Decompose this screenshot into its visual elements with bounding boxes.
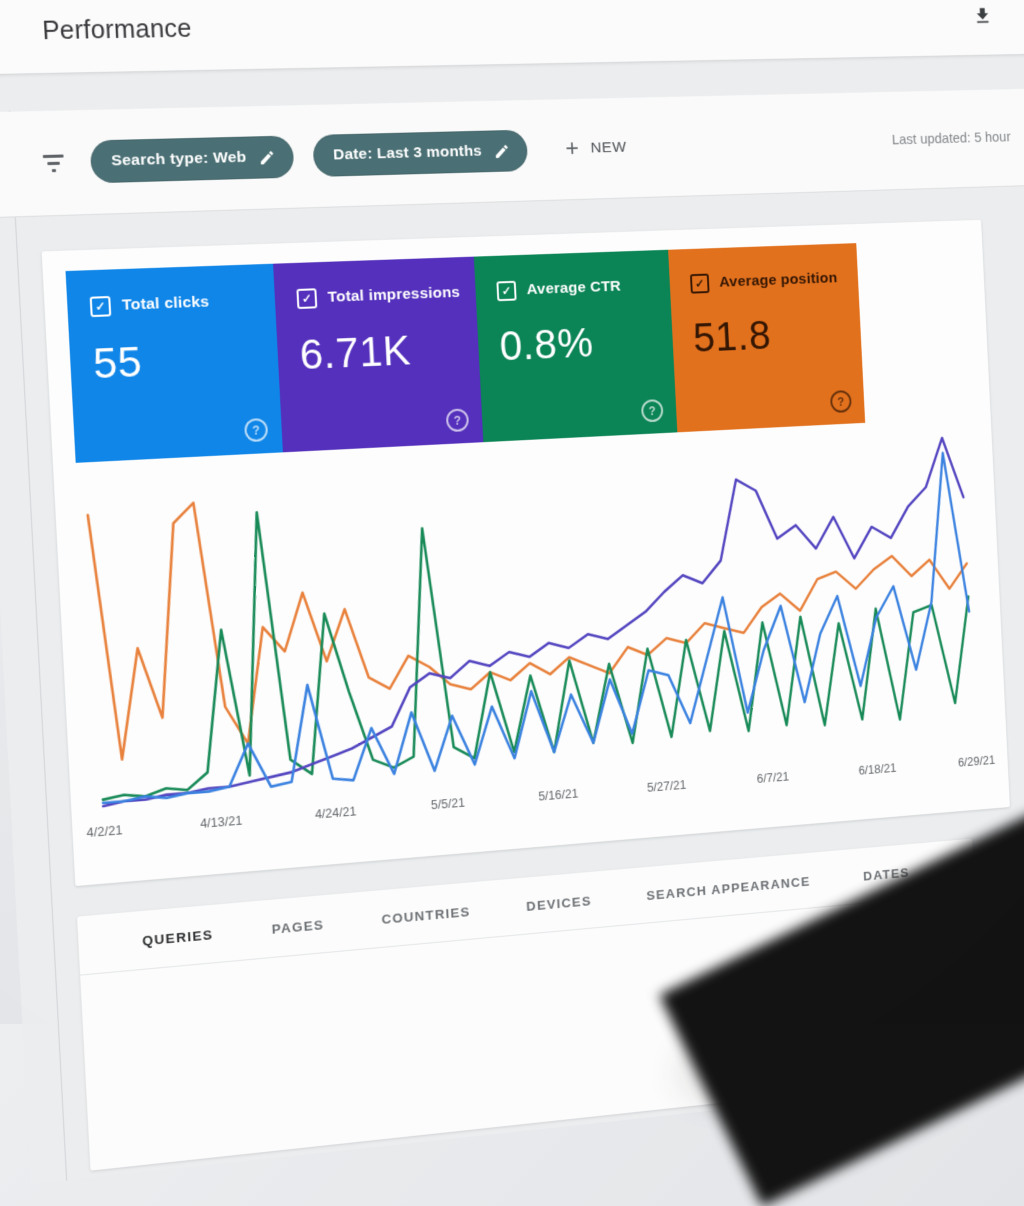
help-circle-icon[interactable]: [640, 399, 664, 423]
metric-card-total-impressions[interactable]: Total impressions 6.71K: [273, 256, 484, 453]
metric-card-total-clicks[interactable]: Total clicks 55: [65, 263, 283, 463]
funnel-icon[interactable]: [42, 153, 65, 172]
checked-checkbox-icon[interactable]: [689, 273, 710, 294]
tab-queries[interactable]: QUERIES: [141, 927, 214, 949]
x-tick-label: 4/13/21: [199, 813, 243, 831]
metric-card-value: 6.71K: [298, 326, 412, 379]
pencil-icon[interactable]: [493, 142, 510, 159]
series-line-clicks: [87, 452, 975, 803]
x-tick-label: 6/18/21: [858, 761, 897, 778]
metric-card-label: Average CTR: [526, 277, 622, 299]
tab-devices[interactable]: DEVICES: [525, 893, 592, 914]
metric-card-header: Total impressions: [296, 282, 476, 310]
new-filter-label: NEW: [590, 138, 628, 157]
metric-card-label: Total impressions: [327, 283, 461, 306]
date-range-chip-label: Date: Last 3 months: [332, 142, 483, 164]
filter-bar: Search type: Web Date: Last 3 months + N…: [0, 88, 1024, 219]
help-circle-icon[interactable]: [243, 417, 269, 443]
chart-canvas: [76, 431, 983, 819]
download-icon[interactable]: [967, 0, 999, 32]
x-tick-label: 5/27/21: [646, 778, 687, 795]
checked-checkbox-icon[interactable]: [89, 295, 112, 318]
metric-card-average-ctr[interactable]: Average CTR 0.8%: [473, 249, 678, 443]
metric-card-header: Average CTR: [496, 275, 670, 302]
page-title: Performance: [41, 13, 193, 45]
help-circle-icon[interactable]: [829, 389, 852, 414]
performance-panel: Total clicks 55 Total impressions 6.71K …: [41, 219, 1010, 887]
metric-cards-row: Total clicks 55 Total impressions 6.71K …: [65, 239, 972, 463]
last-updated-text: Last updated: 5 hour: [891, 129, 1012, 149]
metric-card-value: 51.8: [692, 311, 772, 361]
help-circle-icon[interactable]: [445, 408, 470, 433]
metric-card-header: Average position: [689, 268, 858, 294]
metric-card-label: Average position: [718, 269, 838, 291]
pencil-icon[interactable]: [258, 148, 276, 166]
tab-pages[interactable]: PAGES: [271, 917, 325, 937]
x-tick-label: 6/7/21: [756, 769, 790, 786]
x-tick-label: 5/16/21: [537, 786, 579, 804]
new-filter-button[interactable]: + NEW: [559, 135, 633, 162]
search-type-chip[interactable]: Search type: Web: [89, 135, 295, 184]
x-tick-label: 6/29/21: [957, 753, 996, 770]
date-range-chip[interactable]: Date: Last 3 months: [312, 129, 529, 178]
metric-card-value: 55: [91, 337, 144, 388]
search-type-chip-label: Search type: Web: [110, 148, 247, 170]
performance-line-chart[interactable]: 4/2/21 4/13/21 4/24/21 5/5/21 5/16/21 5/…: [76, 431, 995, 870]
metric-card-value: 0.8%: [498, 319, 595, 370]
checked-checkbox-icon[interactable]: [496, 280, 517, 302]
app-header: Performance: [0, 0, 1024, 76]
x-tick-label: 4/2/21: [86, 823, 123, 841]
series-line-impressions: [86, 437, 975, 806]
x-tick-label: 4/24/21: [314, 804, 357, 822]
metric-card-header: Total clicks: [89, 290, 276, 318]
plus-icon: +: [564, 135, 581, 163]
metric-card-label: Total clicks: [121, 293, 210, 314]
checked-checkbox-icon[interactable]: [296, 288, 318, 310]
tab-search-appearance[interactable]: SEARCH APPEARANCE: [646, 873, 811, 904]
metric-card-average-position[interactable]: Average position 51.8: [668, 243, 866, 433]
tab-countries[interactable]: COUNTRIES: [381, 904, 471, 927]
series-line-ctr: [88, 473, 975, 800]
x-tick-label: 5/5/21: [430, 795, 466, 813]
